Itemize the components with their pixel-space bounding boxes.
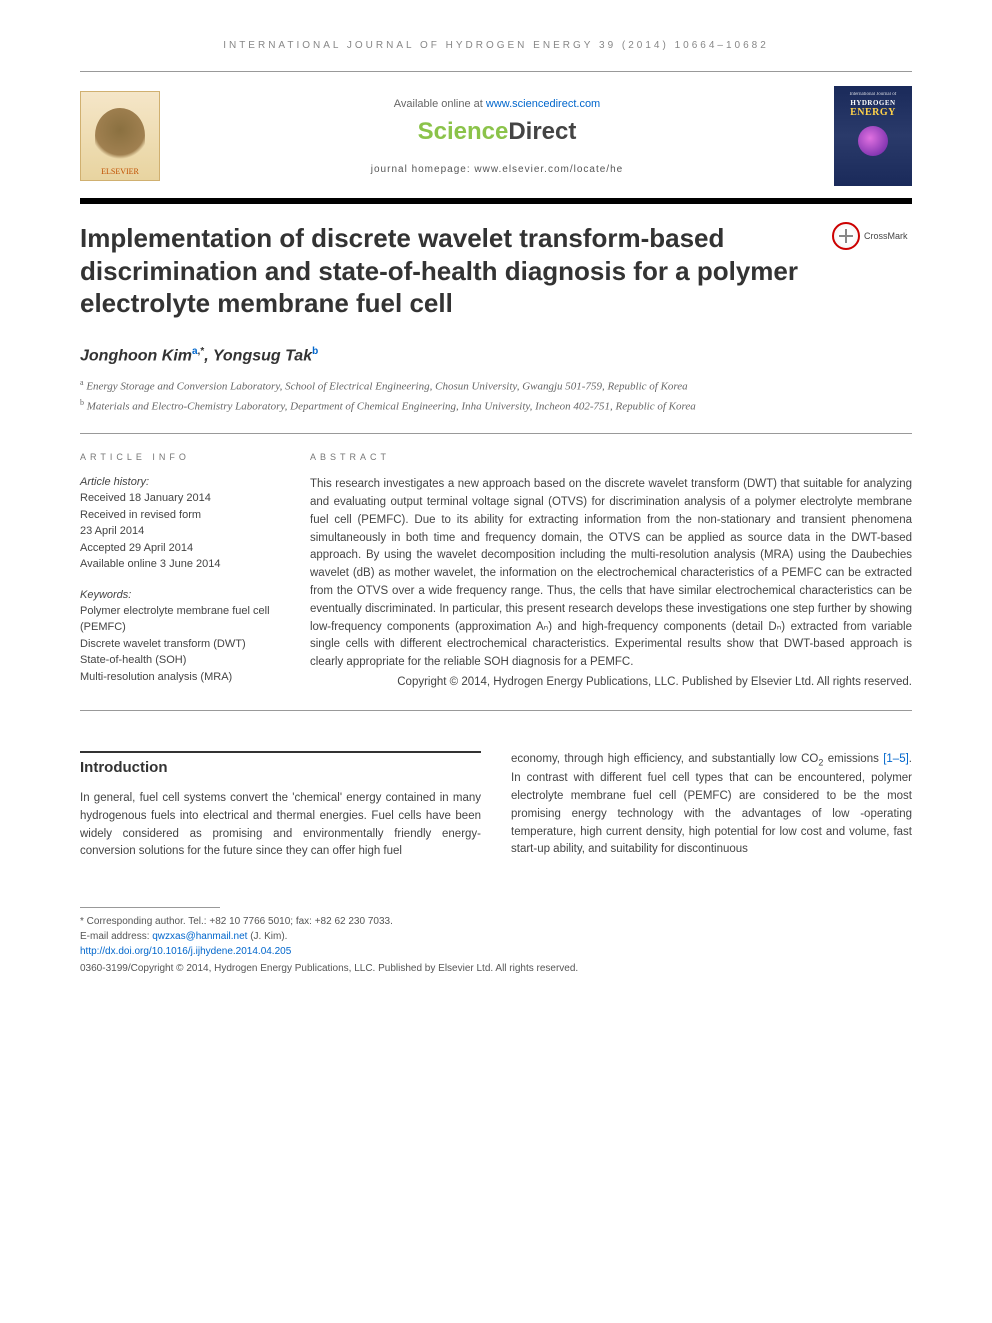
footnote-rule bbox=[80, 907, 220, 908]
available-prefix: Available online at bbox=[394, 98, 486, 110]
keyword-2: State-of-health (SOH) bbox=[80, 652, 280, 669]
keywords-label: Keywords: bbox=[80, 589, 280, 601]
history-line-2: 23 April 2014 bbox=[80, 523, 280, 540]
affiliation-a: a Energy Storage and Conversion Laborato… bbox=[80, 377, 912, 395]
keyword-1: Discrete wavelet transform (DWT) bbox=[80, 636, 280, 653]
keyword-3: Multi-resolution analysis (MRA) bbox=[80, 669, 280, 686]
journal-homepage-line: journal homepage: www.elsevier.com/locat… bbox=[160, 164, 834, 175]
author-1-name: Jonghoon Kim bbox=[80, 347, 192, 364]
header-box: ELSEVIER Available online at www.science… bbox=[80, 71, 912, 196]
elsevier-logo: ELSEVIER bbox=[80, 91, 160, 181]
history-label: Article history: bbox=[80, 476, 280, 488]
sciencedirect-logo: ScienceDirect bbox=[160, 118, 834, 146]
cover-title-2: ENERGY bbox=[850, 107, 896, 118]
available-online-line: Available online at www.sciencedirect.co… bbox=[160, 98, 834, 110]
cover-title-1: HYDROGEN bbox=[850, 99, 895, 107]
affiliation-b: b Materials and Electro-Chemistry Labora… bbox=[80, 397, 912, 415]
footer-copyright: 0360-3199/Copyright © 2014, Hydrogen Ene… bbox=[80, 961, 912, 976]
sd-logo-science: Science bbox=[418, 118, 509, 145]
body-col-left: Introduction In general, fuel cell syste… bbox=[80, 751, 481, 861]
intro-col2-mid: emissions bbox=[823, 753, 883, 765]
email-who: (J. Kim). bbox=[247, 931, 287, 942]
sd-logo-direct: Direct bbox=[508, 118, 576, 145]
crossmark-label: CrossMark bbox=[864, 231, 908, 241]
body-columns: Introduction In general, fuel cell syste… bbox=[80, 751, 912, 861]
author-2-aff-sup: b bbox=[312, 346, 318, 357]
affil-a-text: Energy Storage and Conversion Laboratory… bbox=[86, 380, 687, 392]
affil-a-sup: a bbox=[80, 378, 84, 387]
intro-col2-pre: economy, through high efficiency, and su… bbox=[511, 753, 818, 765]
corr-label: * Corresponding author bbox=[80, 916, 183, 927]
history-line-3: Accepted 29 April 2014 bbox=[80, 540, 280, 557]
abstract-heading: ABSTRACT bbox=[310, 452, 912, 462]
elsevier-tree-icon bbox=[95, 108, 145, 163]
affil-b-text: Materials and Electro-Chemistry Laborato… bbox=[87, 401, 696, 413]
header-center: Available online at www.sciencedirect.co… bbox=[160, 98, 834, 175]
title-block: Implementation of discrete wavelet trans… bbox=[80, 204, 912, 328]
abstract-text: This research investigates a new approac… bbox=[310, 476, 912, 672]
history-line-4: Available online 3 June 2014 bbox=[80, 556, 280, 573]
sciencedirect-link[interactable]: www.sciencedirect.com bbox=[486, 98, 600, 110]
corr-detail: . Tel.: +82 10 7766 5010; fax: +82 62 23… bbox=[183, 916, 393, 927]
abstract-copyright: Copyright © 2014, Hydrogen Energy Public… bbox=[310, 674, 912, 692]
abstract-col: ABSTRACT This research investigates a ne… bbox=[310, 452, 912, 692]
article-title: Implementation of discrete wavelet trans… bbox=[80, 222, 832, 320]
keyword-0: Polymer electrolyte membrane fuel cell (… bbox=[80, 603, 280, 636]
rule-above-info bbox=[80, 433, 912, 434]
article-info-col: ARTICLE INFO Article history: Received 1… bbox=[80, 452, 280, 692]
footnote-block: * Corresponding author. Tel.: +82 10 776… bbox=[80, 901, 912, 976]
crossmark-icon bbox=[832, 222, 860, 250]
history-line-0: Received 18 January 2014 bbox=[80, 490, 280, 507]
info-abstract-row: ARTICLE INFO Article history: Received 1… bbox=[80, 452, 912, 692]
body-col-right: economy, through high efficiency, and su… bbox=[511, 751, 912, 861]
elsevier-logo-text: ELSEVIER bbox=[101, 167, 139, 176]
intro-text-col1: In general, fuel cell systems convert th… bbox=[80, 790, 481, 861]
intro-text-col2: economy, through high efficiency, and su… bbox=[511, 751, 912, 859]
journal-cover-thumb: International Journal of HYDROGEN ENERGY bbox=[834, 86, 912, 186]
history-line-1: Received in revised form bbox=[80, 507, 280, 524]
author-sep: , bbox=[204, 347, 213, 364]
introduction-heading: Introduction bbox=[80, 751, 481, 776]
email-link[interactable]: qwzxas@hanmail.net bbox=[152, 931, 247, 942]
author-list: Jonghoon Kima,*, Yongsug Takb bbox=[80, 346, 912, 365]
cover-orb-icon bbox=[858, 126, 888, 156]
corresponding-author-line: * Corresponding author. Tel.: +82 10 776… bbox=[80, 914, 912, 929]
crossmark-badge[interactable]: CrossMark bbox=[832, 222, 912, 250]
article-info-heading: ARTICLE INFO bbox=[80, 452, 280, 462]
intro-col2-post: . In contrast with different fuel cell t… bbox=[511, 753, 912, 855]
cover-top-text: International Journal of bbox=[850, 92, 897, 97]
email-label: E-mail address: bbox=[80, 931, 152, 942]
doi-link[interactable]: http://dx.doi.org/10.1016/j.ijhydene.201… bbox=[80, 946, 291, 957]
running-head: INTERNATIONAL JOURNAL OF HYDROGEN ENERGY… bbox=[80, 40, 912, 51]
author-2-name: Yongsug Tak bbox=[213, 347, 312, 364]
rule-below-abstract bbox=[80, 710, 912, 711]
email-line: E-mail address: qwzxas@hanmail.net (J. K… bbox=[80, 929, 912, 944]
affil-b-sup: b bbox=[80, 398, 84, 407]
intro-col2-ref[interactable]: [1–5] bbox=[883, 753, 909, 765]
